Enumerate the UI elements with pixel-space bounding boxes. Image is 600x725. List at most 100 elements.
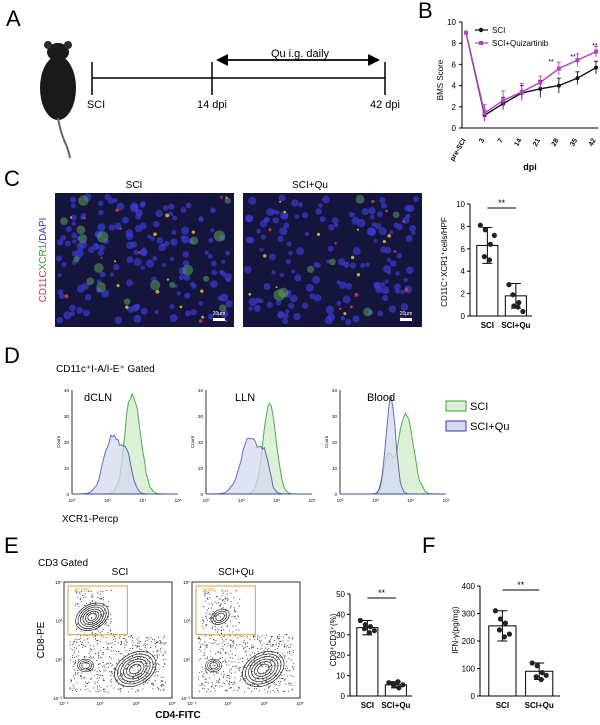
event-dot — [286, 675, 288, 677]
event-dot — [137, 678, 139, 680]
cd11c-spot — [64, 294, 69, 299]
event-dot — [80, 674, 82, 676]
contour-cd8 — [212, 610, 228, 623]
nucleus — [291, 199, 299, 207]
cd11c-spot — [349, 305, 353, 309]
event-dot — [276, 637, 278, 639]
panel-b-sig-42: ** — [592, 43, 598, 50]
event-dot — [97, 674, 99, 676]
event-dot — [203, 685, 205, 687]
flow-xtick-label: 10⁻² — [188, 701, 197, 706]
event-dot — [228, 677, 230, 680]
event-dot — [102, 675, 104, 677]
panel-b-xtick-label: 7 — [497, 137, 505, 144]
data-point — [481, 254, 487, 260]
event-dot — [94, 601, 96, 603]
event-dot — [139, 645, 141, 647]
event-dot — [292, 652, 295, 654]
event-dot — [268, 641, 270, 643]
event-dot — [279, 671, 282, 673]
event-dot — [76, 591, 78, 593]
panel-e-title-sci: SCI — [112, 567, 129, 578]
event-dot — [115, 650, 118, 652]
event-dot — [253, 635, 255, 637]
event-dot — [111, 672, 113, 674]
event-dot — [203, 628, 205, 630]
cd11c-spot — [248, 292, 252, 296]
event-dot — [99, 670, 101, 672]
y-tick-label: 0 — [471, 692, 476, 701]
event-dot — [223, 673, 225, 675]
event-dot — [233, 643, 235, 645]
nucleus — [210, 207, 216, 214]
event-dot — [228, 660, 230, 662]
event-dot — [232, 640, 234, 642]
event-dot — [110, 633, 112, 635]
data-point — [400, 682, 406, 688]
scale-bar-qu: 20μm — [400, 311, 413, 317]
event-dot — [133, 660, 135, 662]
event-dot — [226, 674, 228, 677]
nucleus — [263, 283, 271, 291]
event-dot — [103, 596, 105, 598]
event-dot — [197, 637, 199, 639]
event-dot — [203, 654, 205, 656]
hist-xtick-label: 10⁰ — [203, 498, 210, 503]
panel-c-title-qu: SCI+Qu — [292, 180, 328, 191]
event-dot — [203, 605, 205, 608]
event-dot — [245, 646, 247, 648]
data-point — [390, 681, 396, 687]
event-dot — [144, 647, 146, 649]
event-dot — [98, 676, 100, 678]
flow-xtick-label: 10⁰ — [97, 701, 104, 706]
event-dot — [209, 613, 211, 615]
event-dot — [235, 629, 237, 631]
nucleus — [384, 246, 392, 254]
event-dot — [99, 656, 101, 658]
nucleus — [382, 295, 389, 302]
nucleus — [104, 194, 111, 200]
event-dot — [76, 641, 78, 643]
nucleus — [220, 309, 229, 318]
nucleus — [169, 314, 178, 322]
event-dot — [282, 639, 284, 641]
event-dot — [270, 664, 272, 666]
timepoint-14dpi: 14 dpi — [197, 99, 227, 111]
event-dot — [234, 671, 236, 673]
event-dot — [212, 665, 214, 667]
nucleus — [288, 250, 293, 256]
event-dot — [214, 653, 216, 655]
event-dot — [243, 691, 246, 693]
event-dot — [209, 690, 212, 692]
event-dot — [90, 650, 92, 652]
panel-b-legend-qu: SCI+Quizartinib — [492, 39, 549, 48]
event-dot — [163, 635, 166, 637]
flow-xtick-label: 10⁰ — [225, 701, 232, 706]
event-dot — [96, 628, 98, 630]
contour-cd4 — [123, 658, 148, 680]
nucleus — [56, 239, 64, 246]
event-dot — [291, 689, 293, 691]
event-dot — [234, 683, 236, 685]
nucleus — [198, 216, 204, 223]
hist-ytick-label: 10 — [198, 466, 204, 471]
event-dot — [102, 680, 104, 682]
event-dot — [103, 602, 105, 604]
event-dot — [87, 688, 89, 690]
event-dot — [209, 638, 211, 640]
event-dot — [147, 637, 149, 639]
nucleus — [226, 277, 231, 283]
event-dot — [240, 675, 242, 677]
event-dot — [76, 672, 78, 674]
contour-cd4 — [120, 656, 151, 682]
event-dot — [226, 664, 228, 666]
event-dot — [216, 680, 218, 682]
event-dot — [216, 643, 218, 645]
event-dot — [109, 622, 111, 624]
nucleus — [313, 261, 319, 268]
event-dot — [226, 690, 228, 692]
gate-percent-sci: 32.00% — [74, 588, 92, 594]
nucleus — [409, 224, 417, 232]
event-dot — [258, 689, 261, 692]
event-dot — [84, 685, 87, 687]
